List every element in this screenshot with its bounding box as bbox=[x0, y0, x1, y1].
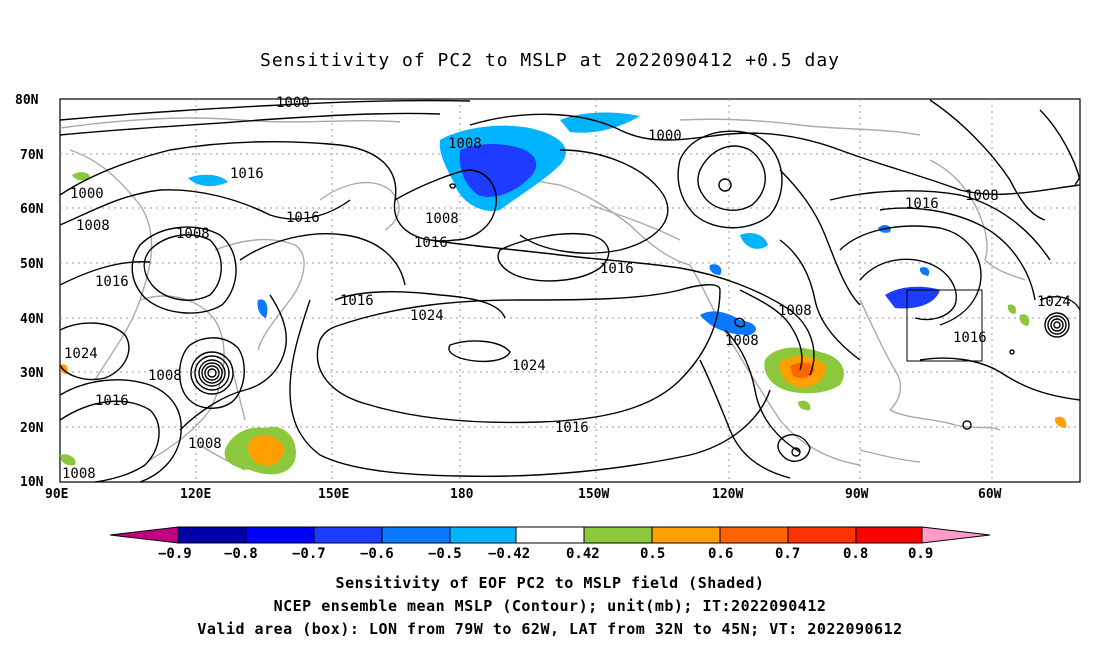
colorbar-box bbox=[651, 526, 721, 544]
colorbar-tick-label: 0.9 bbox=[908, 546, 933, 562]
shading-positive-small-2 bbox=[60, 454, 76, 466]
contour-label: 1024 bbox=[64, 346, 98, 362]
colorbar-box bbox=[381, 526, 451, 544]
lat-tick-label: 50N bbox=[20, 257, 44, 272]
contour-label: 1008 bbox=[76, 218, 110, 234]
colorbar-box bbox=[515, 526, 585, 544]
caption-line-2: NCEP ensemble mean MSLP (Contour); unit(… bbox=[273, 597, 827, 615]
lon-tick-label: 150E bbox=[318, 487, 349, 502]
lon-tick-label: 120W bbox=[712, 487, 743, 502]
chart-title: Sensitivity of PC2 to MSLP at 2022090412… bbox=[259, 50, 840, 71]
shading-blue-us-east bbox=[885, 286, 940, 309]
longitude-axis: 90E 120E 150E 180 150W 120W 90W 60W bbox=[45, 487, 1002, 502]
lon-tick-label: 90W bbox=[845, 487, 869, 502]
contour-label: 1016 bbox=[230, 166, 264, 182]
contour-label: 1016 bbox=[95, 393, 129, 409]
contour-label: 1016 bbox=[286, 210, 320, 226]
colorbar-tick-label: 0.8 bbox=[843, 546, 868, 562]
contour-label: 1024 bbox=[512, 358, 546, 374]
shading-blue-arctic-core bbox=[459, 144, 537, 197]
sensitivity-shading bbox=[60, 112, 1067, 475]
contour-label: 1000 bbox=[70, 186, 104, 202]
lon-tick-label: 90E bbox=[45, 487, 68, 502]
contour-label: 1024 bbox=[410, 308, 444, 324]
lon-tick-label: 120E bbox=[180, 487, 211, 502]
shading-positive-mexico-inner bbox=[790, 362, 815, 378]
lon-tick-label: 60W bbox=[978, 487, 1002, 502]
lon-tick-label: 180 bbox=[450, 487, 474, 502]
shading-blue-small-3 bbox=[919, 267, 930, 276]
caption-line-1: Sensitivity of EOF PC2 to MSLP field (Sh… bbox=[335, 574, 765, 592]
lat-tick-label: 30N bbox=[20, 366, 44, 381]
contour-label: 1016 bbox=[905, 196, 939, 212]
colorbar-box bbox=[583, 526, 653, 544]
colorbar-box bbox=[177, 526, 247, 544]
colorbar-right-arrow bbox=[921, 526, 991, 544]
contour-label: 1016 bbox=[340, 293, 374, 309]
colorbar-tick-label: 0.5 bbox=[640, 546, 665, 562]
contour-label: 1008 bbox=[425, 211, 459, 227]
contour-label: 1008 bbox=[965, 188, 999, 204]
shading-blue-siberia bbox=[188, 174, 228, 187]
shading-blue-wpac bbox=[257, 299, 268, 318]
contour-label: 1008 bbox=[725, 333, 759, 349]
shading-positive-small-5 bbox=[1054, 416, 1067, 428]
shading-blue-small-1 bbox=[709, 264, 722, 275]
contour-label: 1008 bbox=[448, 136, 482, 152]
lat-tick-label: 80N bbox=[15, 93, 39, 108]
contour-label: 1016 bbox=[414, 235, 448, 251]
coastlines bbox=[60, 117, 1026, 471]
shading-positive-small-4 bbox=[1019, 314, 1030, 326]
contour-label: 1016 bbox=[953, 330, 987, 346]
colorbar-box bbox=[719, 526, 789, 544]
colorbar-box bbox=[855, 526, 923, 544]
colorbar-tick-label: −0.8 bbox=[224, 546, 258, 562]
colorbar-tick-label: −0.9 bbox=[158, 546, 192, 562]
contour-label: 1008 bbox=[188, 436, 222, 452]
contour-label: 1008 bbox=[778, 303, 812, 319]
contour-label: 1008 bbox=[62, 466, 96, 482]
lon-tick-label: 150W bbox=[578, 487, 609, 502]
contour-label: 1000 bbox=[648, 128, 682, 144]
colorbar-tick-label: 0.6 bbox=[708, 546, 733, 562]
lat-tick-label: 10N bbox=[20, 475, 44, 490]
colorbar-tick-label: 0.7 bbox=[775, 546, 800, 562]
valid-area-box bbox=[906, 289, 983, 362]
latitude-axis: 80N 70N 60N 50N 40N 30N 20N 10N bbox=[15, 93, 44, 490]
contour-label: 1016 bbox=[555, 420, 589, 436]
contour-label: 1000 bbox=[276, 95, 310, 111]
colorbar-box bbox=[449, 526, 517, 544]
colorbar-box bbox=[787, 526, 857, 544]
colorbar-box bbox=[313, 526, 383, 544]
colorbar-tick-label: −0.6 bbox=[360, 546, 394, 562]
contour-label: 1008 bbox=[148, 368, 182, 384]
shading-positive-wpac-core bbox=[247, 435, 285, 466]
shading-positive-small-6 bbox=[1007, 304, 1017, 314]
colorbar-tick-label: −0.5 bbox=[428, 546, 462, 562]
contour-labels: 1000 1000 1000 1008 1008 1008 1008 1008 … bbox=[62, 95, 1071, 482]
colorbar-tick-label: −0.42 bbox=[488, 546, 530, 562]
colorbar: −0.9 −0.8 −0.7 −0.6 −0.5 −0.42 0.42 0.5 … bbox=[109, 526, 991, 562]
colorbar-left-arrow bbox=[109, 526, 179, 544]
contour-label: 1008 bbox=[176, 226, 210, 242]
caption-line-3: Valid area (box): LON from 79W to 62W, L… bbox=[197, 620, 903, 638]
map-gridlines bbox=[60, 99, 1080, 482]
shading-positive-small-1 bbox=[72, 172, 90, 181]
lat-tick-label: 60N bbox=[20, 202, 44, 217]
lat-tick-label: 20N bbox=[20, 421, 44, 436]
colorbar-tick-label: −0.7 bbox=[292, 546, 326, 562]
contour-label: 1016 bbox=[600, 261, 634, 277]
colorbar-tick-label: 0.42 bbox=[566, 546, 600, 562]
colorbar-box bbox=[245, 526, 315, 544]
shading-blue-canada bbox=[740, 233, 768, 249]
lat-tick-label: 70N bbox=[20, 148, 44, 163]
mslp-contours bbox=[60, 99, 1080, 482]
contour-label: 1016 bbox=[95, 274, 129, 290]
contour-label: 1024 bbox=[1037, 294, 1071, 310]
shading-blue-pacific-coast bbox=[700, 311, 757, 335]
shading-positive-small-7 bbox=[798, 400, 811, 411]
lat-tick-label: 40N bbox=[20, 312, 44, 327]
